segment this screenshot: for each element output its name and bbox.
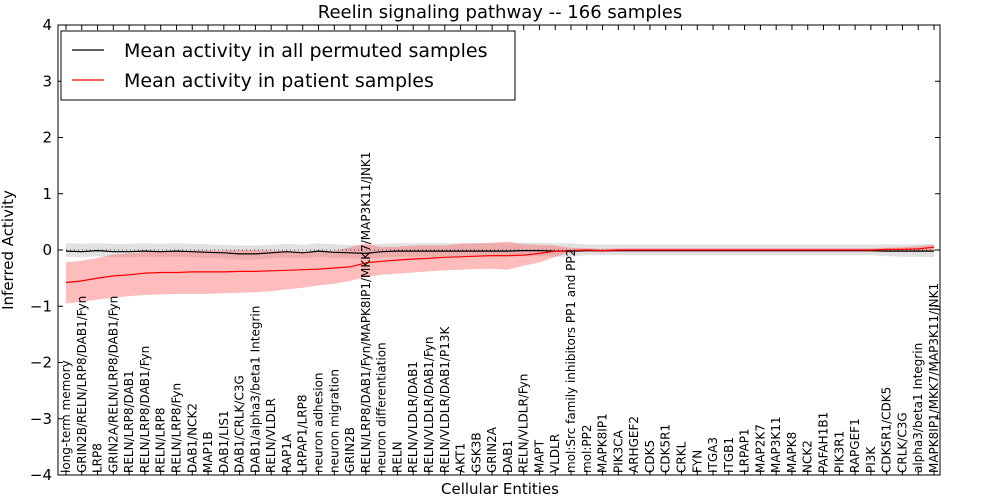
x-category-label: DAB1/alpha3/beta1 Integrin [248, 306, 262, 473]
x-category-label: VLDLR [548, 434, 562, 473]
x-category-label: ITGB1 [722, 437, 736, 473]
x-category-label: MAP1B [201, 431, 215, 473]
x-category-label: MAPK8IP1/MKK7/MAP3K11/JNK1 [927, 283, 941, 473]
y-tick-label: 0 [42, 241, 52, 259]
x-category-label: RELN/VLDLR/Fyn [517, 374, 531, 473]
x-category-label: CRLK/C3G [895, 412, 909, 473]
x-category-label: RAP1A [280, 433, 294, 473]
legend: Mean activity in all permuted samples Me… [60, 30, 516, 101]
x-category-label: long-term memory [59, 360, 73, 473]
line-patient [65, 246, 935, 284]
x-category-label: MAP3K11 [769, 416, 783, 473]
x-category-label: NCK2 [801, 440, 815, 473]
x-category-label: LRPAP1/LRP8 [296, 394, 310, 473]
x-category-label: RAPGEF1 [848, 418, 862, 473]
y-tick-label: 4 [42, 16, 52, 34]
legend-label-patient: Mean activity in patient samples [124, 70, 434, 92]
x-category-label: alpha3/beta1 Integrin [911, 343, 925, 473]
x-category-label: DAB1/LIS1 [217, 410, 231, 473]
x-category-label: RELN/LRP8/DAB1/Fyn/MAPK8IP1/MKK7/MAP3K11… [359, 152, 373, 473]
x-category-label: GRIN2B [343, 427, 357, 473]
x-category-label: CRKL [675, 441, 689, 473]
x-category-label: MAPK8IP1 [596, 413, 610, 473]
x-category-label: PIK3R1 [832, 431, 846, 473]
x-category-label: PAFAH1B1 [817, 412, 831, 473]
y-tick-label: −3 [30, 410, 52, 428]
x-category-label: PI3K [864, 446, 878, 473]
y-tick-label: −2 [30, 354, 52, 372]
x-category-label: ARHGEF2 [627, 416, 641, 473]
plot-frame [57, 24, 941, 476]
x-category-label: GRIN2A [485, 426, 499, 473]
x-category-label: MAPK8 [785, 432, 799, 473]
x-category-label: GRIN2B/RELN/LRP8/DAB1/Fyn [75, 296, 89, 473]
x-category-label: PIK3CA [611, 429, 625, 473]
x-category-label: RELN/LRP8/Fyn [170, 383, 184, 473]
x-category-label: DAB1/CRLK/C3G [233, 375, 247, 473]
x-category-label: RELN/LRP8/DAB1/Fyn [138, 346, 152, 473]
x-category-label: GRIN2A/RELN/LRP8/DAB1/Fyn [106, 296, 120, 473]
x-category-label: RELN/VLDLR/DAB1/Fyn [422, 337, 436, 473]
x-category-label: ITGA3 [706, 437, 720, 473]
x-category-label: RELN/VLDLR [264, 398, 278, 473]
x-category-label: GSK3B [469, 432, 483, 473]
y-tick-label: 2 [42, 129, 52, 147]
x-category-label: LRPAP1 [738, 428, 752, 473]
x-category-label: RELN [390, 441, 404, 473]
legend-box [60, 30, 516, 101]
x-category-label: MAPT [533, 439, 547, 473]
x-category-label: neuron adhesion [312, 372, 326, 473]
y-axis-label: Inferred Activity [0, 190, 17, 310]
x-axis-label: Cellular Entities [441, 480, 559, 498]
x-category-label: neuron differentiation [375, 342, 389, 473]
y-tick-label: 1 [42, 185, 52, 203]
x-category-label: FYN [690, 450, 704, 473]
x-category-label: RELN/LRP8/DAB1 [122, 370, 136, 473]
y-tick-label: 3 [42, 72, 52, 90]
x-category-label: RELN/LRP8 [154, 407, 168, 473]
band-patient [66, 241, 934, 304]
x-category-label: CDK5R1/CDK5 [880, 387, 894, 473]
x-category-label: CDK5R1 [659, 424, 673, 473]
y-tick-label: −1 [30, 297, 52, 315]
x-category-label: CDK5 [643, 440, 657, 473]
x-category-label: AKT1 [454, 443, 468, 473]
x-category-label: RELN/VLDLR/DAB1 [406, 361, 420, 473]
legend-label-permuted: Mean activity in all permuted samples [124, 40, 487, 62]
y-tick-label: −4 [30, 466, 52, 484]
x-category-label: neuron migration [327, 369, 341, 473]
x-category-label: DAB1 [501, 440, 515, 473]
x-category-label: DAB1/NCK2 [185, 403, 199, 473]
chart-title: Reelin signaling pathway -- 166 samples [318, 2, 682, 23]
x-category-label: mol:PP2 [580, 424, 594, 473]
x-category-label: MAP2K7 [753, 424, 767, 473]
x-category-label: LRP8 [91, 443, 105, 473]
x-category-label: RELN/VLDLR/DAB1/P13K [438, 326, 452, 473]
x-category-label: mol:Src family inhibitors PP1 and PP2 [564, 249, 578, 473]
